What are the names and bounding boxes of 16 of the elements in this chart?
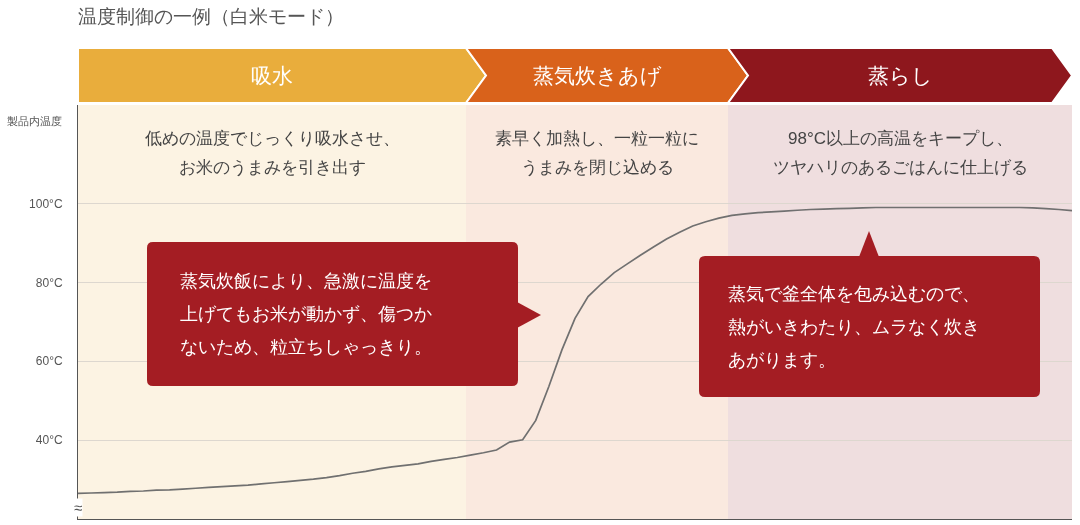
chart-title: 温度制御の一例（白米モード） [78, 5, 344, 27]
y-axis-title: 製品内温度 [7, 115, 62, 127]
y-tick-label: 100°C [29, 196, 63, 211]
annotation: 素早く加熱し、一粒一粒にうまみを閉じ込める [495, 129, 699, 177]
y-tick-label: 80°C [35, 275, 63, 290]
annotation: 蒸気で釜全体を包み込むので、熱がいきわたり、ムラなく炊きあがります。 [728, 284, 980, 370]
annotation: 98°C以上の高温をキープし、ツヤハリのあるごはんに仕上げる [773, 129, 1028, 177]
text: 吸水 [251, 64, 293, 87]
line-series [78, 206, 1072, 495]
text: 蒸らし [868, 64, 933, 87]
annotation: 低めの温度でじっくり吸水させ、お米のうまみを引き出す [145, 129, 400, 177]
y-tick-label: 40°C [35, 433, 63, 448]
y-tick-label: 60°C [35, 354, 63, 369]
annotation: ≈ [74, 499, 83, 516]
text: 蒸気炊きあげ [533, 64, 662, 87]
annotation: 蒸気炊飯により、急激に温度を上げてもお米が動かず、傷つかないため、粒立ちしゃっきり。 [180, 271, 432, 357]
